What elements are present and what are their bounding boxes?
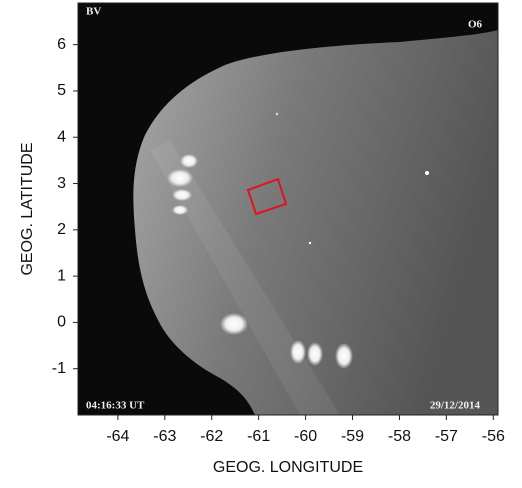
x-tick-label: -64 xyxy=(106,428,129,445)
y-axis-label: GEOG. LATITUDE xyxy=(19,142,36,275)
y-tick-label: 3 xyxy=(57,175,66,192)
y-tick-label: 4 xyxy=(57,128,66,145)
y-tick-label: 5 xyxy=(57,82,66,99)
x-tick-label: -62 xyxy=(200,428,223,445)
region-marker xyxy=(246,177,288,216)
date-label: 29/12/2014 xyxy=(430,400,481,412)
time-label: 04:16:33 UT xyxy=(86,400,145,412)
x-tick-label: -59 xyxy=(341,428,364,445)
sky-image xyxy=(78,3,498,415)
y-tick-label: 6 xyxy=(57,36,66,53)
x-tick-label: -61 xyxy=(247,428,270,445)
x-tick-label: -57 xyxy=(435,428,458,445)
y-tick-label: -1 xyxy=(52,360,66,377)
image-label: O6 xyxy=(468,19,483,31)
x-tick-label: -60 xyxy=(294,428,317,445)
plot-frame xyxy=(77,2,499,416)
y-tick-label: 1 xyxy=(57,267,66,284)
x-tick-label: -63 xyxy=(153,428,176,445)
x-tick-label: -56 xyxy=(482,428,505,445)
y-tick-label: 0 xyxy=(57,314,66,331)
x-tick-label: -58 xyxy=(388,428,411,445)
image-title: BV xyxy=(86,6,101,18)
x-axis-label: GEOG. LONGITUDE xyxy=(213,459,363,476)
y-tick-label: 2 xyxy=(57,221,66,238)
